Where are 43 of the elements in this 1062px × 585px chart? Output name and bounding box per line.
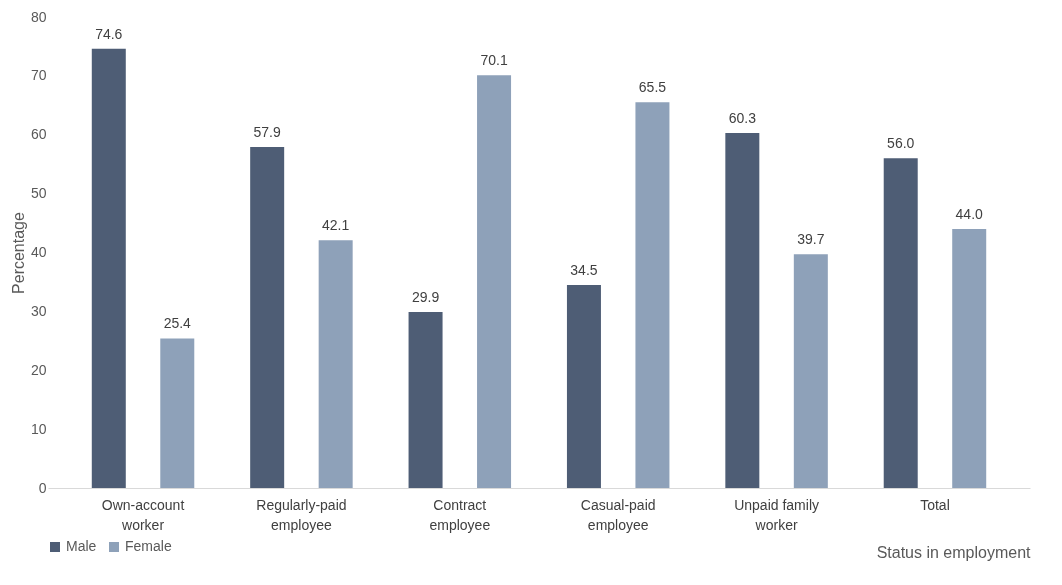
y-tick-label: 20	[30, 361, 47, 378]
x-tick-label: Unpaid family worker	[734, 496, 819, 533]
y-tick-label: 80	[30, 8, 47, 25]
x-axis-title: Status in employment	[876, 543, 1032, 561]
data-label: 60.3	[728, 109, 757, 126]
bar	[883, 158, 918, 488]
data-label: 25.4	[163, 315, 192, 332]
bar	[250, 147, 285, 488]
y-tick-label: 40	[30, 244, 47, 260]
data-label: 29.9	[411, 288, 440, 305]
x-tick-label: Casual-paid employee	[580, 496, 656, 533]
y-tick-label: 0	[38, 479, 47, 496]
y-tick-label: 70	[30, 67, 47, 84]
data-label: 56.0	[887, 135, 915, 152]
legend-label: Male	[66, 538, 97, 554]
x-tick-label: Contract employee	[429, 496, 491, 533]
bar	[725, 132, 760, 488]
data-label: 42.1	[322, 217, 350, 234]
bar	[160, 338, 195, 488]
bar	[408, 311, 443, 488]
x-tick-label: Regularly-paid employee	[256, 496, 347, 533]
legend-label: Female	[125, 538, 172, 554]
y-tick-label: 50	[30, 185, 47, 202]
bar	[793, 254, 828, 488]
data-label: 34.5	[570, 261, 598, 278]
x-tick-label: Total	[920, 496, 950, 513]
x-tick-label: Own-account worker	[101, 496, 185, 533]
y-axis-title: Percentage	[9, 211, 27, 294]
data-label: 44.0	[955, 205, 984, 222]
bar	[635, 102, 670, 488]
data-label: 39.7	[797, 231, 825, 248]
data-label: 65.5	[638, 79, 667, 96]
bar	[952, 228, 987, 488]
y-tick-label: 60	[30, 126, 47, 143]
bar	[477, 75, 512, 488]
bar	[566, 284, 601, 488]
bar	[91, 48, 126, 488]
y-tick-label: 10	[30, 420, 47, 437]
data-label: 57.9	[253, 124, 282, 141]
y-tick-label: 30	[30, 302, 47, 319]
data-label: 70.1	[480, 52, 508, 69]
data-label: 74.6	[95, 25, 123, 42]
bar	[318, 240, 353, 488]
